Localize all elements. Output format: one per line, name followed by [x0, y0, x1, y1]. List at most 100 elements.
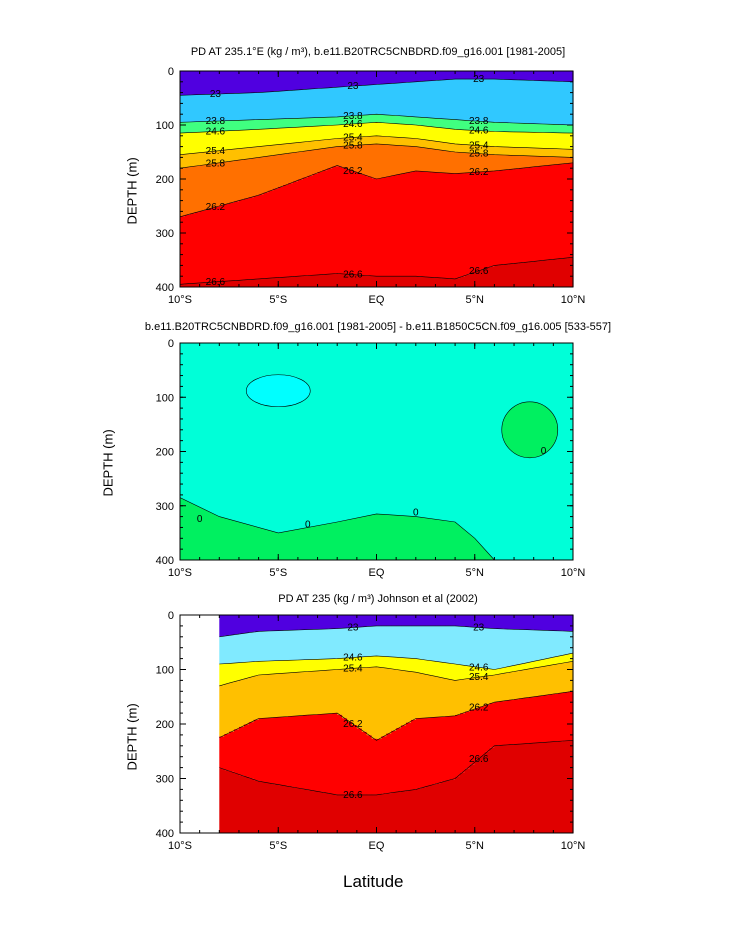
density-band	[514, 147, 520, 156]
contour-label: 25.8	[206, 158, 226, 169]
density-band	[253, 146, 260, 158]
density-band	[523, 743, 530, 833]
x-tick-label: 5°N	[466, 294, 485, 306]
density-band	[258, 631, 265, 662]
density-band	[469, 272, 476, 287]
density-band	[243, 147, 250, 160]
positive-anomaly-region	[179, 497, 496, 561]
density-band	[553, 81, 559, 125]
density-band	[322, 615, 328, 630]
density-band	[234, 615, 240, 635]
density-band	[224, 120, 230, 131]
density-band	[288, 660, 294, 673]
density-band	[263, 128, 270, 146]
density-band	[238, 148, 245, 160]
density-band	[445, 663, 451, 679]
density-band	[347, 145, 353, 170]
density-band	[523, 80, 530, 124]
contour-label: 23	[347, 81, 359, 92]
density-band	[509, 744, 515, 833]
density-band	[278, 91, 284, 119]
density-band	[499, 154, 505, 171]
density-band	[312, 88, 319, 118]
density-band	[430, 615, 437, 626]
density-band	[199, 282, 206, 287]
density-band	[405, 625, 412, 659]
density-band	[342, 615, 348, 629]
density-band	[194, 165, 201, 213]
density-band	[489, 703, 495, 748]
contour-label: 24.6	[206, 126, 226, 137]
density-band	[538, 80, 545, 124]
density-band	[283, 277, 289, 287]
density-band	[489, 79, 495, 123]
density-band	[229, 663, 235, 683]
density-band	[273, 144, 279, 156]
density-band	[342, 137, 348, 147]
density-band	[568, 740, 574, 833]
density-band	[327, 147, 333, 169]
y-tick-label: 100	[156, 665, 174, 677]
density-band	[347, 615, 353, 628]
density-band	[514, 123, 520, 132]
density-band	[278, 144, 284, 155]
density-band	[302, 71, 309, 90]
density-band	[248, 119, 255, 130]
density-band	[180, 132, 186, 155]
plot-frame	[179, 70, 574, 288]
contour-label: 23	[473, 74, 485, 85]
density-band	[553, 630, 559, 657]
density-band	[489, 146, 495, 155]
density-band	[219, 636, 225, 664]
density-band	[243, 724, 250, 777]
density-band	[224, 635, 230, 664]
density-band	[455, 144, 461, 153]
density-band	[312, 659, 319, 672]
density-band	[351, 657, 358, 669]
density-band	[523, 147, 530, 156]
density-band	[268, 630, 274, 661]
density-band	[337, 166, 343, 274]
density-band	[455, 71, 461, 80]
density-band	[455, 173, 461, 279]
density-band	[514, 79, 520, 124]
density-band	[464, 130, 471, 145]
density-band	[312, 71, 319, 89]
density-band	[415, 138, 422, 147]
y-tick-label: 100	[156, 392, 174, 404]
density-band	[366, 122, 373, 137]
density-band	[450, 663, 456, 680]
density-band	[268, 660, 274, 675]
density-band	[479, 130, 486, 146]
density-band	[401, 615, 407, 626]
density-band	[420, 787, 427, 833]
density-band	[445, 71, 451, 80]
density-band	[209, 71, 215, 95]
density-band	[278, 154, 284, 187]
contour-label: 23.8	[469, 116, 489, 127]
density-band	[563, 654, 569, 663]
density-band	[391, 657, 397, 670]
density-band	[238, 93, 245, 121]
density-band	[342, 146, 348, 169]
density-band	[273, 128, 279, 145]
density-band	[243, 615, 250, 634]
density-band	[445, 615, 451, 626]
density-band	[376, 144, 383, 179]
density-band	[307, 790, 314, 833]
density-band	[396, 71, 402, 83]
density-band	[440, 662, 446, 678]
density-band	[371, 144, 378, 179]
density-band	[396, 82, 402, 116]
density-band	[396, 615, 402, 626]
density-band	[391, 276, 397, 287]
density-band	[229, 615, 235, 636]
density-band	[440, 677, 446, 717]
density-band	[469, 130, 476, 146]
density-band	[445, 142, 451, 151]
density-band	[219, 71, 225, 94]
density-band	[543, 260, 550, 287]
density-band	[474, 627, 481, 668]
isopycnal-line	[179, 135, 574, 155]
density-band	[214, 206, 220, 282]
